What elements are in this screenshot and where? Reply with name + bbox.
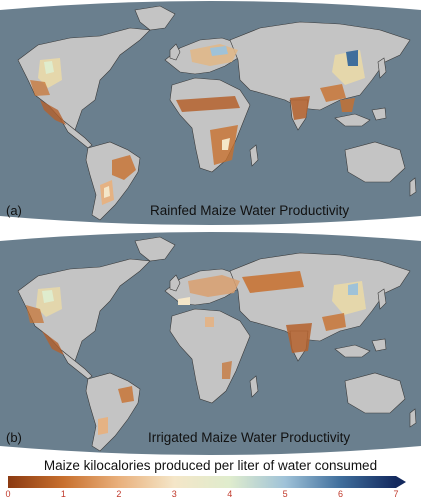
panel-a-letter: (a) xyxy=(6,203,22,218)
rainfed-map-panel: (a) Rainfed Maize Water Productivity xyxy=(0,0,421,226)
irrigated-map xyxy=(0,232,421,455)
colorbar-gradient xyxy=(8,476,396,488)
colorbar-extend-arrow xyxy=(396,476,406,488)
rainfed-map xyxy=(0,1,421,225)
panel-b-letter: (b) xyxy=(6,430,22,445)
colorbar-tick: 2 xyxy=(116,489,122,499)
irrigated-map-panel: (b) Irrigated Maize Water Productivity xyxy=(0,231,421,456)
colorbar-tick: 0 xyxy=(5,489,11,499)
rainfed-productivity-overlay xyxy=(30,44,365,205)
legend-title: Maize kilocalories produced per liter of… xyxy=(43,458,378,473)
colorbar-tick: 6 xyxy=(338,489,344,499)
irrigated-productivity-overlay xyxy=(26,271,366,435)
colorbar xyxy=(8,476,406,488)
panel-b-title: Irrigated Maize Water Productivity xyxy=(148,430,351,445)
colorbar-tick: 7 xyxy=(393,489,399,499)
colorbar-tick: 1 xyxy=(60,489,66,499)
colorbar-tick: 4 xyxy=(227,489,233,499)
panel-a-title: Rainfed Maize Water Productivity xyxy=(150,203,350,218)
colorbar-tick: 3 xyxy=(171,489,177,499)
colorbar-tick: 5 xyxy=(282,489,288,499)
